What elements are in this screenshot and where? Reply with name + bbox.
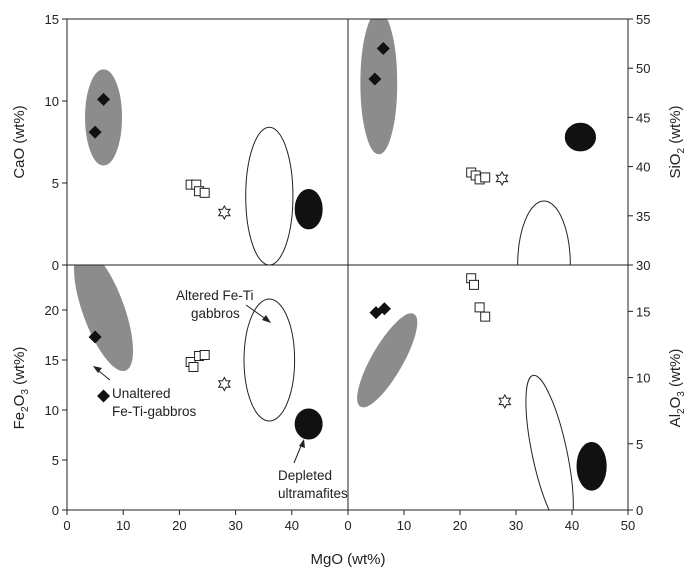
y-tick-label-top-left: 10 [45,94,59,109]
y-tick-label-top-right: 55 [636,12,650,27]
y-tick-label-top-left: 0 [52,258,59,273]
gray-field-bottom-right [357,313,418,408]
open-field-bottom-left [243,298,296,422]
fields-bottom-left [74,265,323,440]
y-axis-label-sio2: SiO2 (wt%) [667,105,687,178]
square-marker-bottom-right [474,302,485,313]
x-tick-label: 20 [453,518,467,533]
y-tick-label-top-right: 40 [636,160,650,175]
y-tick-label-bottom-left: 0 [52,503,59,518]
x-tick-label: 10 [397,518,411,533]
gray-field-top-left [85,69,123,166]
star-marker-top-left [217,204,231,221]
y-tick-label-bottom-left: 15 [45,353,59,368]
arrowhead-depleted [299,439,305,448]
open-field-top-right [517,200,571,265]
x-tick-label: 40 [285,518,299,533]
y-tick-label-top-left: 15 [45,12,59,27]
x-tick-label: 0 [344,518,351,533]
y-tick-label-bottom-left: 10 [45,403,59,418]
gray-field-top-right [360,19,398,155]
x-tick-label: 30 [228,518,242,533]
diamond-marker-top-left [88,125,102,139]
y-tick-label-bottom-right: 10 [636,371,650,386]
annotations: Altered Fe-Ti gabbros Unaltered Fe-Ti-ga… [93,288,348,501]
annotation-unaltered-line2: Fe-Ti-gabbros [112,404,197,419]
annotation-unaltered-line1: Unaltered [112,386,171,401]
x-tick-label: 40 [565,518,579,533]
diamond-marker-top-right [368,72,382,86]
square-marker-top-left [199,187,210,198]
square-marker-bottom-left [199,350,210,360]
y-tick-label-top-right: 45 [636,110,650,125]
axis-ticks: 0 5 10 15 30 35 40 45 50 55 0 5 10 15 20 0 5 10 15 0 10 20 30 4… [45,12,651,533]
black-field-bottom-left [294,408,323,440]
fields-bottom-right [357,313,607,510]
open-field-top-left [245,126,294,265]
x-tick-label: 20 [172,518,186,533]
y-axis-label-cao: CaO (wt%) [11,105,28,178]
x-axis-label: MgO (wt%) [311,551,386,568]
black-field-top-left [294,189,323,230]
fields-top-right [360,19,597,265]
black-field-bottom-right [576,441,607,491]
square-marker-top-right [480,172,491,183]
square-marker-bottom-left [188,362,199,372]
x-tick-label: 30 [509,518,523,533]
square-marker-bottom-right [480,311,491,322]
y-tick-label-top-right: 50 [636,61,650,76]
annotation-depleted-line1: Depleted [278,468,332,483]
data-markers [88,42,512,409]
y-tick-label-top-right: 30 [636,258,650,273]
annotation-altered-line1: Altered Fe-Ti [176,288,254,303]
fields-top-left [85,69,323,265]
x-tick-label: 10 [116,518,130,533]
y-tick-label-bottom-left: 20 [45,303,59,318]
black-field-top-right [564,122,597,152]
annotation-altered-line2: gabbros [191,306,240,321]
axis-labels: MgO (wt%) CaO (wt%) Fe2O3 (wt%) SiO2 (wt… [11,105,687,568]
square-marker-bottom-right [469,279,479,290]
diamond-marker-bottom-left [88,330,102,344]
star-marker-bottom-left [217,376,231,392]
diamond-marker-bottom-right [377,302,391,316]
gray-field-bottom-left [74,265,134,372]
composition-fields [74,19,607,510]
annotation-depleted-line2: ultramafites [278,486,348,501]
arrowhead-unaltered [93,366,102,373]
open-field-bottom-right [525,374,574,510]
x-tick-label: 50 [621,518,635,533]
y-tick-label-top-left: 5 [52,176,59,191]
star-marker-bottom-right [498,393,512,409]
diamond-marker-top-right [376,42,390,56]
diamond-marker-bottom-left [97,389,111,403]
y-axis-label-fe2o3: Fe2O3 (wt%) [11,347,31,430]
y-tick-label-bottom-right: 5 [636,437,643,452]
y-tick-label-top-right: 35 [636,209,650,224]
y-tick-label-bottom-right: 0 [636,503,643,518]
x-tick-label: 0 [63,518,70,533]
y-axis-label-al2o3: Al2O3 (wt%) [667,349,687,428]
star-marker-top-right [495,170,509,186]
y-tick-label-bottom-right: 15 [636,304,650,319]
y-tick-label-bottom-left: 5 [52,453,59,468]
diamond-marker-top-left [97,92,111,106]
arrowhead-altered [262,315,271,323]
